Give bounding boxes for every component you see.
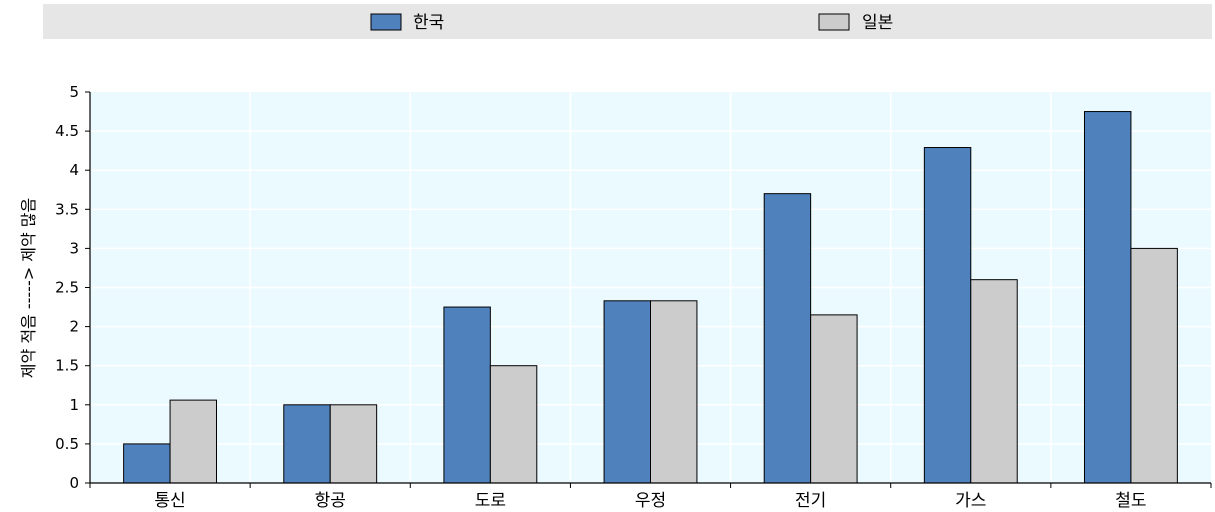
bar-japan-1	[169, 399, 218, 484]
x-category-label: 철도	[1115, 491, 1146, 511]
bar-korea-2	[283, 404, 331, 484]
bar-korea-5	[763, 193, 812, 484]
y-axis-title: 제약 적음 -----> 제약 많음	[19, 198, 38, 378]
legend: 한국 일본	[43, 4, 1212, 39]
bar-japan-3	[489, 365, 538, 484]
y-tick-label: 5	[69, 83, 79, 101]
y-tick-label: 3.5	[55, 200, 79, 218]
legend-swatch-japan	[818, 13, 850, 31]
x-category-label: 우정	[635, 491, 666, 511]
bar-japan-4	[650, 300, 698, 484]
y-tick-label: 2	[69, 318, 79, 336]
y-tick-label: 4.5	[55, 122, 79, 140]
bar-korea-4	[603, 300, 652, 484]
x-category-label: 통신	[154, 491, 185, 511]
bar-japan-5	[810, 314, 858, 484]
bar-japan-7	[1130, 247, 1178, 484]
x-category-labels: 통신 항공 도로 우정 전기 가스 철도	[154, 491, 1146, 511]
legend-swatch-korea	[370, 13, 402, 31]
x-category-label: 항공	[315, 491, 346, 511]
bar-korea-1	[123, 443, 171, 484]
y-tick-label: 0.5	[55, 435, 79, 453]
bar-korea-3	[443, 306, 491, 484]
y-tick-label: 2.5	[55, 279, 79, 297]
x-category-label: 가스	[955, 491, 986, 511]
legend-label-japan: 일본	[862, 13, 893, 33]
y-tick-label: 1.5	[55, 357, 79, 375]
bar-japan-6	[970, 279, 1018, 484]
x-category-label: 도로	[475, 491, 506, 511]
y-tick-label: 1	[69, 396, 79, 414]
y-tick-labels: 0 0.5 1 1.5 2 2.5 3 3.5 4 4.5 5	[55, 83, 79, 492]
legend-background	[43, 4, 1212, 39]
bar-korea-6	[923, 147, 972, 484]
legend-label-korea: 한국	[413, 13, 444, 33]
y-tick-label: 0	[69, 474, 79, 492]
bar-korea-7	[1083, 111, 1132, 484]
bars	[123, 111, 1178, 484]
y-tick-label: 4	[69, 161, 79, 179]
x-category-label: 전기	[795, 491, 826, 511]
bar-japan-2	[329, 404, 378, 484]
y-tick-label: 3	[69, 239, 79, 257]
axes	[85, 91, 1212, 488]
